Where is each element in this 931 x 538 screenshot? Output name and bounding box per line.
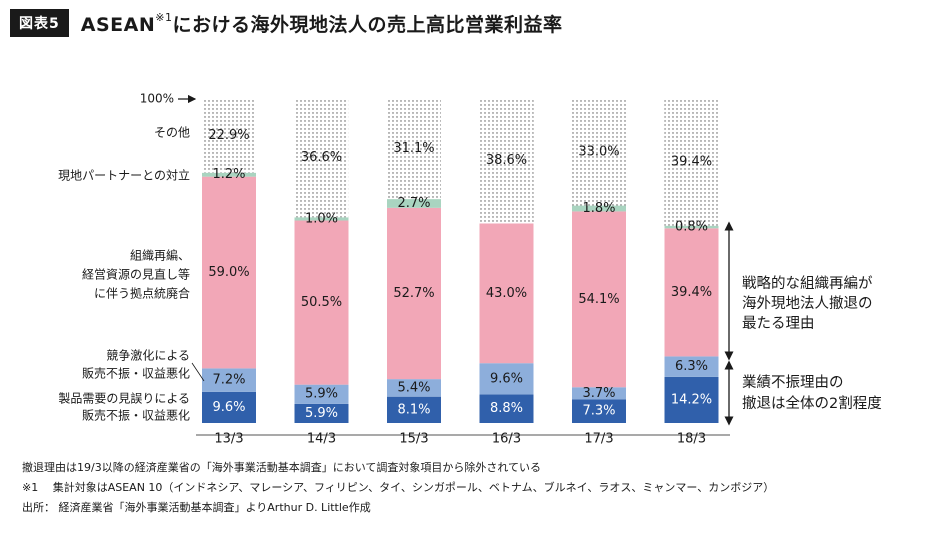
bar-segment-1-13/3	[202, 368, 256, 392]
bar-segment-4-16/3	[479, 98, 534, 224]
data-label: 7.2%	[212, 373, 245, 388]
bar-segment-4-14/3	[294, 98, 349, 218]
data-label: 5.9%	[305, 387, 338, 402]
x-tick-label: 18/3	[677, 432, 706, 447]
x-tick-label: 17/3	[584, 432, 613, 447]
data-label: 1.2%	[212, 167, 245, 182]
bar-segment-1-15/3	[387, 379, 441, 397]
data-label: 7.3%	[582, 404, 615, 419]
chart-notes: 撤退理由は19/3以降の経済産業省の「海外事業活動基本調査」において調査対象項目…	[22, 458, 774, 518]
chart-header: 図表5 ASEAN※1における海外現地法人の売上高比営業利益率	[10, 9, 562, 37]
bar-segment-4-17/3	[572, 98, 626, 206]
annotation-performance: 撤退は全体の2割程度	[742, 394, 882, 412]
note-exclusion: 撤退理由は19/3以降の経済産業省の「海外事業活動基本調査」において調査対象項目…	[22, 461, 542, 474]
bar-segment-0-15/3	[387, 396, 441, 423]
x-tick-label: 15/3	[399, 432, 428, 447]
bar-segment-2-15/3	[387, 207, 441, 380]
chart-title: ASEAN※1における海外現地法人の売上高比営業利益率	[81, 10, 563, 37]
bar-segment-2-14/3	[294, 220, 349, 385]
data-label: 0.8%	[675, 220, 708, 235]
bar-segment-2-13/3	[202, 176, 256, 369]
x-tick-label: 13/3	[214, 432, 243, 447]
data-label: 33.0%	[578, 144, 619, 159]
figure-badge: 図表5	[10, 9, 69, 37]
bar-segment-2-17/3	[572, 211, 626, 388]
data-label: 5.9%	[305, 406, 338, 421]
annotation-strategic: 最たる理由	[742, 315, 815, 332]
y-axis-top-label: 100%	[140, 92, 174, 106]
note-source: 出所： 経済産業省「海外事業活動基本調査」よりArthur D. Little作…	[22, 501, 371, 514]
bar-segment-1-16/3	[479, 363, 534, 395]
data-label: 22.9%	[208, 128, 249, 143]
data-label: 39.4%	[671, 285, 712, 300]
bar-segment-0-16/3	[479, 394, 534, 423]
bar-segment-0-18/3	[664, 376, 719, 423]
bar-segment-3-17/3	[572, 205, 626, 212]
data-label: 36.6%	[301, 150, 342, 165]
title-footnote-mark: ※1	[155, 11, 173, 25]
legend-other: その他	[154, 126, 190, 140]
data-label: 9.6%	[490, 371, 523, 386]
title-rest: における海外現地法人の売上高比営業利益率	[172, 13, 563, 36]
bar-segment-1-18/3	[664, 356, 719, 377]
data-label: 8.1%	[397, 402, 430, 417]
data-label: 52.7%	[393, 286, 434, 301]
data-label: 8.8%	[490, 401, 523, 416]
bar-segment-4-13/3	[202, 98, 256, 173]
data-label: 2.7%	[397, 196, 430, 211]
data-label: 9.6%	[212, 400, 245, 415]
data-label: 14.2%	[671, 392, 712, 407]
bar-segment-3-18/3	[664, 225, 719, 229]
legend-competition: 競争激化による	[106, 348, 190, 363]
legend-restructure: 組織再編、	[130, 248, 190, 263]
bar-segment-3-13/3	[202, 172, 256, 177]
data-label: 31.1%	[393, 141, 434, 156]
bar-segment-2-18/3	[664, 228, 719, 357]
legend-restructure: に伴う拠点統廃合	[94, 286, 190, 301]
x-tick-label: 14/3	[307, 432, 336, 447]
annotation-strategic: 戦略的な組織再編が	[742, 275, 873, 292]
legend-competition: 販売不振・収益悪化	[82, 366, 190, 381]
bar-segment-3-15/3	[387, 199, 441, 208]
bar-segment-0-14/3	[294, 403, 349, 423]
data-label: 6.3%	[675, 359, 708, 374]
bar-segment-0-17/3	[572, 399, 626, 423]
legend-demand: 製品需要の見誤りによる	[58, 391, 190, 406]
data-label: 5.4%	[397, 380, 430, 395]
bar-segment-3-14/3	[294, 217, 349, 221]
bar-segment-2-16/3	[479, 223, 534, 364]
bar-segment-0-13/3	[202, 391, 256, 423]
bar-segment-1-17/3	[572, 387, 626, 400]
data-label: 3.7%	[582, 386, 615, 401]
data-label: 1.8%	[582, 201, 615, 216]
note-scope: ※1 集計対象はASEAN 10（インドネシア、マレーシア、フィリピン、タイ、シ…	[22, 481, 775, 494]
data-label: 59.0%	[208, 265, 249, 280]
bar-segment-4-18/3	[664, 98, 719, 226]
stacked-bar-chart: 9.6% 7.2% 59.0% 1.2% 22.9% 13/3 5.9% 5.9% 50.5% 1…	[58, 92, 882, 447]
legend-partner: 現地パートナーとの対立	[58, 168, 190, 183]
title-main: ASEAN	[80, 13, 156, 36]
bar-segment-4-15/3	[387, 98, 441, 200]
data-label: 54.1%	[578, 292, 619, 307]
annotation-performance: 業績不振理由の	[742, 374, 844, 391]
data-label: 38.6%	[486, 153, 527, 168]
data-label: 1.0%	[305, 211, 338, 226]
data-label: 50.5%	[301, 295, 342, 310]
data-label: 43.0%	[486, 286, 527, 301]
x-tick-label: 16/3	[492, 432, 521, 447]
legend-demand: 販売不振・収益悪化	[82, 408, 190, 423]
data-label: 39.4%	[671, 154, 712, 169]
bar-segment-1-14/3	[294, 384, 349, 404]
annotation-strategic: 海外現地法人撤退の	[742, 295, 873, 312]
legend-restructure: 経営資源の見直し等	[82, 268, 190, 282]
legend-leader-line	[191, 362, 205, 382]
